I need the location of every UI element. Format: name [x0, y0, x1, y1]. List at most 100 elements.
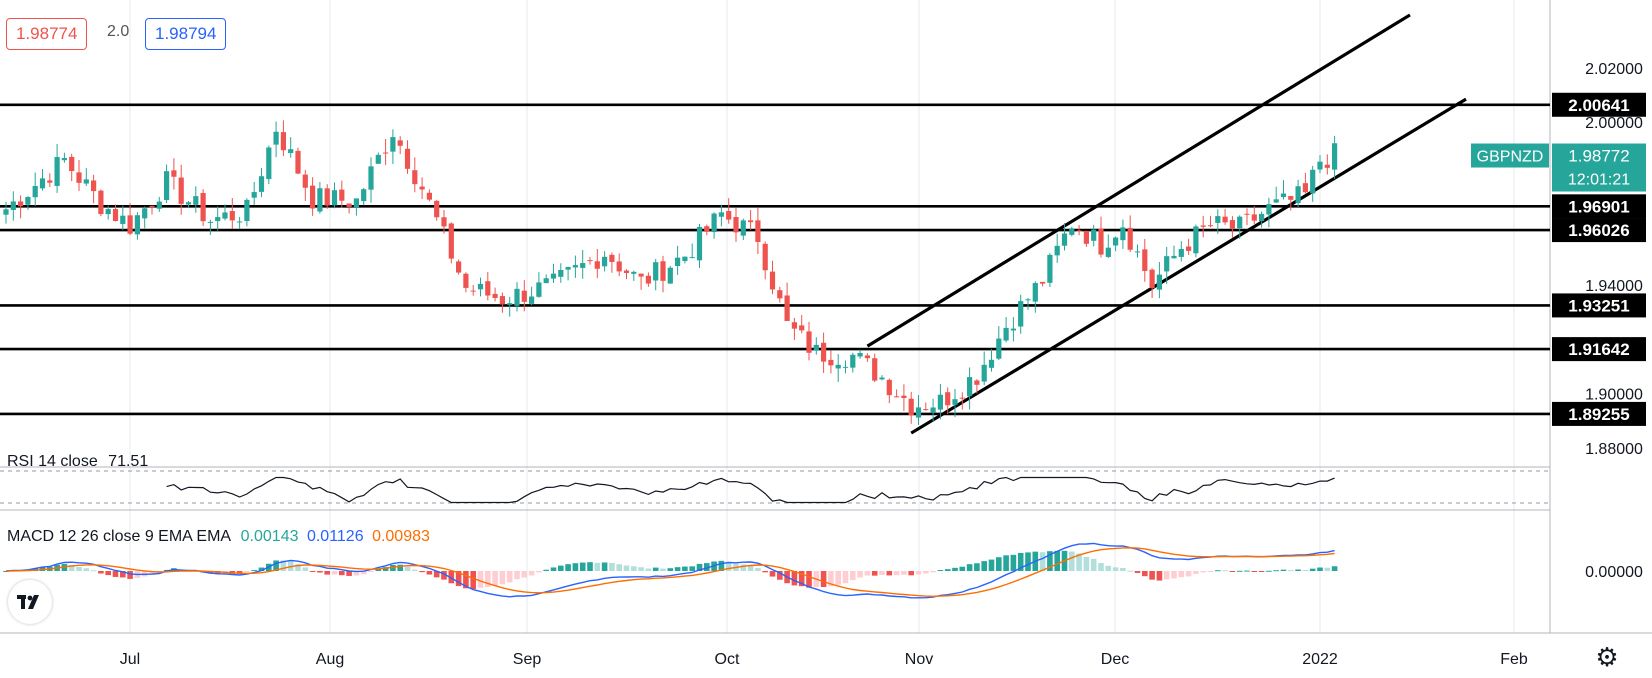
macd-histogram-bar — [382, 567, 389, 571]
macd-histogram-bar — [1010, 554, 1017, 571]
macd-histogram-bar — [674, 567, 681, 571]
gear-icon[interactable]: ⚙ — [1595, 642, 1619, 672]
candle-body — [1237, 216, 1243, 229]
macd-histogram-bar — [339, 571, 345, 576]
candle-body — [806, 331, 812, 353]
candle-body — [937, 394, 943, 410]
macd-histogram-bar — [295, 563, 301, 571]
candle — [974, 379, 980, 394]
level-label-bg — [1552, 92, 1646, 117]
time-axis-label: Feb — [1500, 651, 1528, 668]
candle — [1047, 253, 1053, 288]
candle — [1200, 215, 1206, 238]
candle-body — [127, 215, 133, 234]
macd-histogram-bar — [258, 567, 265, 571]
candle — [244, 198, 250, 227]
macd-histogram-bar — [448, 571, 455, 584]
tradingview-logo-icon[interactable] — [8, 580, 52, 624]
macd-zero-label: 0.00000 — [1585, 564, 1643, 581]
candle-body — [653, 262, 659, 281]
candle-body — [631, 271, 637, 274]
candle — [178, 164, 184, 215]
macd-histogram-bar — [521, 571, 528, 578]
candle — [1113, 236, 1119, 252]
candle — [529, 286, 535, 306]
candle — [477, 277, 484, 297]
candle — [61, 152, 67, 163]
candle-body — [616, 261, 622, 272]
candle-body — [1200, 225, 1206, 227]
candle — [1222, 208, 1228, 225]
macd-histogram-bar — [1266, 570, 1272, 572]
macd-histogram-bar — [1317, 567, 1323, 571]
candle-body — [251, 192, 257, 198]
candle — [3, 201, 9, 224]
candle — [704, 224, 710, 236]
candle-body — [361, 189, 367, 202]
macd-histogram-bar — [762, 571, 768, 573]
candle-body — [353, 198, 359, 208]
candle — [1207, 215, 1214, 228]
candle — [1332, 135, 1338, 179]
candle — [156, 196, 162, 212]
candle — [550, 263, 557, 283]
price-tick-label: 1.88000 — [1585, 441, 1643, 458]
candle — [1069, 226, 1075, 237]
macd-histogram-bar — [886, 571, 893, 576]
candle-body — [1302, 183, 1308, 193]
rsi-legend[interactable]: RSI 14 close 71.51 — [7, 453, 148, 471]
candle — [426, 189, 432, 202]
candle — [412, 157, 418, 193]
candle — [872, 353, 878, 383]
candle — [105, 205, 111, 220]
candle — [594, 248, 600, 279]
macd-histogram-bar — [704, 563, 710, 571]
candle — [616, 253, 622, 277]
candle — [623, 269, 630, 280]
time-axis-label: Dec — [1101, 651, 1129, 668]
candle — [850, 352, 856, 373]
candle — [521, 280, 527, 312]
candle — [485, 272, 491, 301]
rsi-line — [166, 476, 1335, 504]
candle — [937, 384, 943, 420]
candle — [718, 204, 724, 227]
candle-body — [324, 188, 330, 206]
macd-histogram-bar — [492, 571, 498, 586]
macd-histogram-bar — [1025, 552, 1031, 571]
candle-body — [609, 254, 615, 262]
candle — [120, 205, 126, 231]
macd-histogram-bar — [412, 569, 418, 571]
macd-histogram-bar — [324, 571, 330, 575]
candle — [368, 157, 374, 203]
candle-body — [828, 359, 834, 366]
candle-body — [762, 243, 768, 271]
candle-body — [47, 180, 53, 183]
level-label: 1.93251 — [1568, 296, 1629, 315]
candle — [171, 158, 177, 190]
candle-body — [901, 395, 907, 399]
macd-histogram-bar — [1244, 570, 1250, 572]
macd-histogram-bar — [988, 559, 995, 571]
candle — [660, 255, 666, 293]
candle-body — [273, 131, 279, 145]
bid-price[interactable]: 1.98774 — [6, 18, 88, 50]
ask-price[interactable]: 1.98794 — [145, 18, 227, 50]
candle — [740, 218, 746, 241]
candle — [1025, 298, 1031, 310]
candle — [310, 177, 316, 216]
candle-body — [1273, 199, 1279, 203]
level-label: 1.96901 — [1568, 197, 1629, 216]
candle — [879, 375, 885, 381]
macd-legend[interactable]: MACD 12 26 close 9 EMA EMA 0.00143 0.011… — [7, 528, 430, 546]
candle — [1171, 245, 1177, 259]
level-label: 1.89255 — [1568, 405, 1629, 424]
candle-body — [1120, 227, 1126, 241]
candle-body — [704, 226, 710, 232]
candle-body — [565, 266, 571, 270]
macd-histogram-bar — [1134, 571, 1141, 573]
candle-body — [3, 209, 9, 215]
candle-body — [193, 196, 199, 205]
candle — [507, 296, 513, 317]
